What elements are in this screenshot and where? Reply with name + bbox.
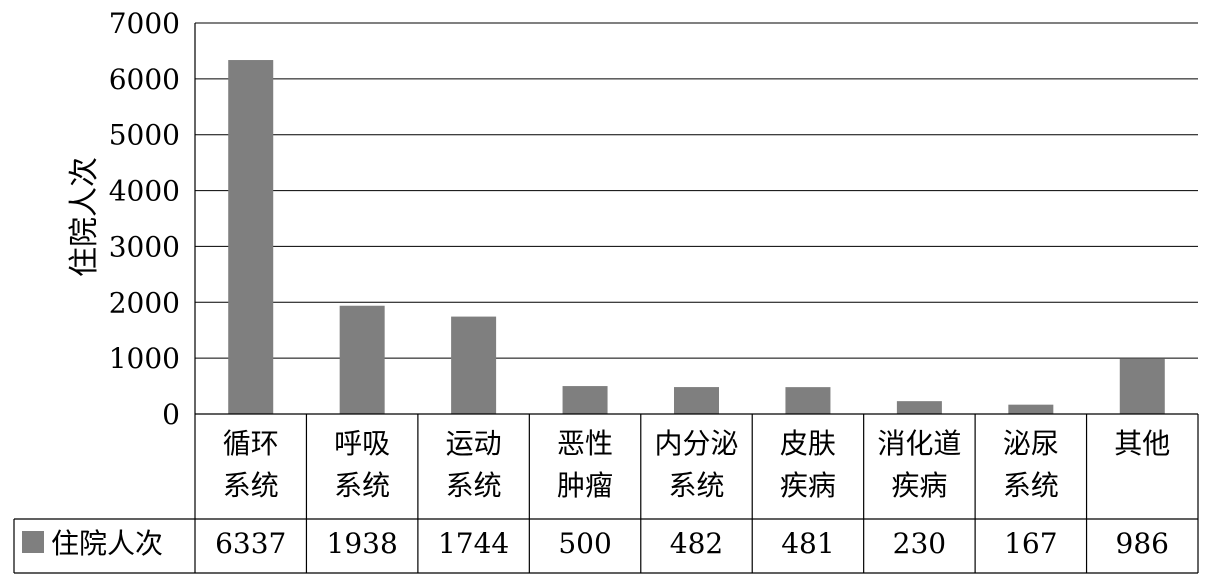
legend: 住院人次 <box>22 527 163 560</box>
y-tick-label: 0 <box>162 398 180 431</box>
bar <box>674 387 719 414</box>
bar <box>896 401 942 414</box>
data-label: 1744 <box>438 527 509 560</box>
y-tick-label: 7000 <box>109 7 180 40</box>
legend-label: 住院人次 <box>51 527 163 560</box>
bar <box>1008 404 1054 414</box>
x-tick-label: 泌尿系统 <box>1003 427 1059 502</box>
data-label: 230 <box>893 527 946 560</box>
data-table <box>13 413 1199 574</box>
data-label: 167 <box>1004 527 1057 560</box>
data-label: 986 <box>1116 527 1169 560</box>
data-table-values: 6337 1938 1744 500 482 481 230 167 986 <box>215 527 1169 560</box>
legend-swatch <box>22 531 44 553</box>
y-tick-label: 5000 <box>109 119 180 152</box>
data-label: 500 <box>558 527 611 560</box>
bar <box>451 316 497 414</box>
x-tick-label: 呼吸系统 <box>334 427 390 502</box>
bar <box>228 60 274 414</box>
x-tick-label: 其他 <box>1114 427 1170 460</box>
y-tick-label: 3000 <box>109 230 180 263</box>
bars <box>228 60 1165 414</box>
y-axis-label: 住院人次 <box>67 157 102 277</box>
gridlines <box>194 22 1198 573</box>
data-label: 1938 <box>327 527 398 560</box>
data-label: 482 <box>670 527 723 560</box>
data-label: 6337 <box>215 527 286 560</box>
y-axis-ticks: 0 1000 2000 3000 4000 5000 6000 7000 <box>109 7 180 431</box>
bar <box>339 305 385 414</box>
x-tick-label: 消化道疾病 <box>877 427 961 502</box>
data-label: 481 <box>781 527 834 560</box>
x-tick-label: 内分泌系统 <box>654 427 738 502</box>
x-tick-label: 循环系统 <box>223 427 279 502</box>
bar <box>562 386 608 414</box>
x-tick-label: 皮肤疾病 <box>780 427 836 502</box>
y-tick-label: 6000 <box>109 63 180 96</box>
bar <box>785 387 831 414</box>
bar <box>1119 358 1165 414</box>
x-tick-label: 恶性肿瘤 <box>557 427 613 502</box>
y-tick-label: 2000 <box>109 286 180 319</box>
y-tick-label: 4000 <box>109 175 180 208</box>
x-tick-label: 运动系统 <box>446 427 502 502</box>
y-tick-label: 1000 <box>109 342 180 375</box>
